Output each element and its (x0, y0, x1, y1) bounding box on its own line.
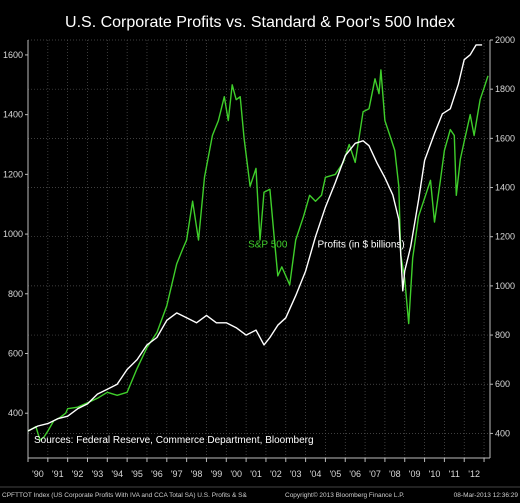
x-tick-label: '12 (468, 469, 480, 479)
x-tick-label: '97 (171, 469, 183, 479)
axes: 400 600 800 1000 1200 1400 1600 400 600 800 1000 12… (3, 35, 515, 479)
x-tick-label: '05 (329, 469, 341, 479)
x-tick-label: '90 (32, 469, 44, 479)
x-tick-label: '08 (389, 469, 401, 479)
x-tick-label: '01 (250, 469, 262, 479)
y-left-tick-label: 1600 (3, 50, 23, 60)
series-layer (27, 44, 489, 441)
y-right-tick-label: 1200 (495, 232, 515, 242)
source-note: Sources: Federal Reserve, Commerce Depar… (34, 435, 314, 446)
y-left-tick-label: 1000 (3, 229, 23, 239)
y-right-tick-label: 1400 (495, 183, 515, 193)
x-tick-label: '03 (290, 469, 302, 479)
y-left-tick-label: 800 (8, 289, 23, 299)
x-tick-label: '09 (409, 469, 421, 479)
x-tick-label: '00 (230, 469, 242, 479)
y-right-tick-label: 2000 (495, 35, 515, 45)
y-right-tick-label: 1800 (495, 84, 515, 94)
profits-label: Profits (in $ billions) (317, 240, 404, 251)
x-tick-label: '04 (310, 469, 322, 479)
sp500-line (27, 69, 489, 441)
chart-title: U.S. Corporate Profits vs. Standard & Po… (65, 14, 455, 31)
y-left-tick-label: 1400 (3, 110, 23, 120)
x-tick-label: '95 (131, 469, 143, 479)
y-right-tick-label: 1600 (495, 133, 515, 143)
x-tick-label: '93 (92, 469, 104, 479)
x-tick-label: '94 (111, 469, 123, 479)
y-right-tick-label: 600 (495, 379, 510, 389)
y-left-tick-label: 1200 (3, 169, 23, 179)
footer-right: 08-Mar-2013 12:36:29 (454, 492, 519, 499)
profits-line (27, 44, 483, 432)
x-tick-label: '99 (211, 469, 223, 479)
x-tick-label: '02 (270, 469, 282, 479)
footer-center: Copyright© 2013 Bloomberg Finance L.P. (285, 491, 405, 499)
x-tick-label: '98 (191, 469, 203, 479)
x-tick-label: '11 (449, 469, 460, 479)
x-tick-label: '96 (151, 469, 163, 479)
x-tick-label: '10 (429, 469, 441, 479)
y-right-tick-label: 400 (495, 428, 510, 438)
x-tick-label: '06 (349, 469, 361, 479)
x-tick-label: '07 (369, 469, 381, 479)
y-left-tick-label: 600 (8, 349, 23, 359)
y-right-tick-label: 800 (495, 330, 510, 340)
y-right-tick-label: 1000 (495, 281, 515, 291)
x-tick-label: '91 (52, 469, 64, 479)
x-tick-label: '92 (72, 469, 84, 479)
annotation-layer: Sources: Federal Reserve, Commerce Depar… (34, 240, 405, 446)
footer-left: CPFTTOT Index (US Corporate Profits With… (2, 492, 247, 499)
sp500-label: S&P 500 (248, 240, 288, 251)
y-left-tick-label: 400 (8, 408, 23, 418)
